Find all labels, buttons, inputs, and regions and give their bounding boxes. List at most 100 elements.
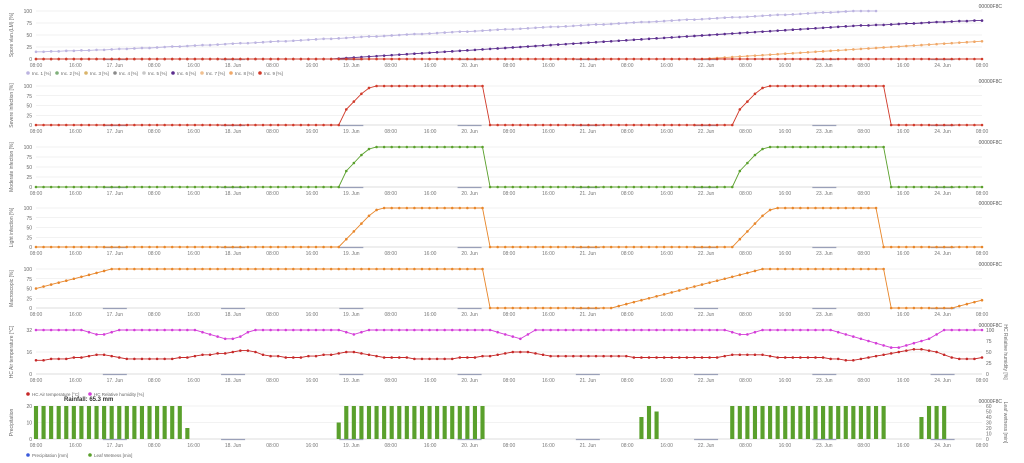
- data-point: [715, 279, 719, 283]
- data-point: [609, 185, 613, 189]
- data-point: [609, 306, 613, 310]
- y-right-tick-label: 25: [986, 361, 992, 367]
- legend-item[interactable]: Inc. 7 [%]: [200, 71, 225, 76]
- legend-item[interactable]: Inc. 4 [%]: [113, 71, 138, 76]
- data-point: [541, 44, 545, 47]
- data-point: [655, 123, 658, 127]
- chart-corner-label: 00000F8C: [979, 140, 1003, 146]
- data-point: [382, 57, 386, 61]
- data-point: [367, 353, 371, 357]
- data-point: [367, 57, 371, 61]
- x-tick-label: 08:00: [976, 129, 989, 135]
- data-point: [534, 328, 537, 332]
- x-tick-label: 21. Jun: [580, 63, 597, 69]
- data-point: [662, 293, 666, 296]
- data-point: [216, 185, 219, 189]
- data-point: [587, 354, 590, 358]
- data-point: [246, 185, 250, 189]
- legend-item[interactable]: HC Relative humidity [%]: [88, 392, 144, 397]
- data-point: [753, 222, 757, 225]
- x-tick-label: 20. Jun: [461, 191, 478, 197]
- bar: [344, 406, 349, 439]
- data-point: [352, 36, 356, 39]
- data-point: [201, 57, 204, 61]
- data-point: [715, 16, 719, 20]
- x-tick-label: 20. Jun: [461, 129, 478, 135]
- data-point: [231, 42, 235, 45]
- data-point: [405, 267, 409, 271]
- y-tick-label: 25: [26, 45, 32, 51]
- x-tick-label: 16:00: [306, 378, 319, 384]
- data-point: [572, 328, 575, 332]
- data-point: [450, 328, 454, 332]
- data-point: [140, 357, 144, 361]
- data-point: [450, 357, 454, 361]
- legend-label: Inc. 1 [%]: [32, 71, 51, 76]
- y-axis-label: Light infection [%]: [9, 207, 15, 247]
- bar: [177, 406, 182, 439]
- data-point: [216, 123, 219, 127]
- bar: [828, 406, 833, 439]
- data-point: [375, 208, 378, 212]
- bar: [351, 406, 356, 439]
- data-point: [496, 28, 499, 32]
- legend-item[interactable]: Inc. 5 [%]: [142, 71, 167, 76]
- data-point: [186, 123, 189, 127]
- x-tick-label: 08:00: [384, 191, 397, 197]
- x-tick-label: 08:00: [384, 378, 397, 384]
- bar: [419, 406, 425, 439]
- data-point: [57, 281, 61, 284]
- data-point: [957, 185, 961, 189]
- x-tick-label: 08:00: [857, 129, 870, 135]
- data-point: [458, 57, 462, 61]
- data-point: [375, 57, 378, 61]
- legend-item[interactable]: Inc. 6 [%]: [171, 71, 196, 76]
- data-point: [443, 206, 446, 210]
- legend-marker: [142, 71, 146, 75]
- x-tick-label: 16:00: [897, 443, 910, 449]
- data-point: [87, 185, 91, 189]
- x-tick-label: 16:00: [187, 191, 200, 197]
- series-light-0: [34, 206, 984, 249]
- data-point: [458, 30, 462, 33]
- data-point: [170, 123, 174, 127]
- y-tick-label: 50: [26, 287, 32, 293]
- data-point: [314, 245, 318, 249]
- y-tick-label: 50: [26, 165, 32, 171]
- x-tick-label: 16:00: [897, 63, 910, 69]
- data-point: [216, 352, 219, 355]
- legend-label: HC Relative humidity [%]: [94, 392, 144, 397]
- x-tick-label: 16:00: [779, 378, 792, 384]
- x-tick-label: 20. Jun: [461, 63, 478, 69]
- data-point: [882, 344, 885, 347]
- data-point: [867, 145, 870, 149]
- data-point: [806, 206, 810, 210]
- data-point: [602, 306, 605, 310]
- data-point: [193, 44, 197, 47]
- data-point: [208, 43, 212, 47]
- x-tick-label: 08:00: [621, 129, 634, 135]
- data-point: [186, 267, 189, 271]
- data-point: [852, 145, 855, 149]
- data-point: [72, 356, 76, 359]
- legend-item[interactable]: HC Air temperature [°C]: [26, 392, 79, 397]
- legend-item[interactable]: Inc. 9 [%]: [258, 71, 283, 76]
- data-point: [912, 245, 916, 249]
- data-point: [284, 267, 288, 271]
- legend-item[interactable]: Leaf Wetness [min]: [88, 453, 132, 458]
- data-point: [662, 19, 666, 23]
- data-point: [708, 33, 711, 37]
- legend-item[interactable]: Inc. 3 [%]: [84, 71, 109, 76]
- data-point: [572, 245, 575, 249]
- legend-item[interactable]: Inc. 1 [%]: [26, 71, 51, 76]
- legend-item[interactable]: Inc. 8 [%]: [229, 71, 254, 76]
- data-point: [481, 206, 484, 210]
- data-point: [503, 333, 507, 336]
- legend-marker: [26, 453, 30, 457]
- data-point: [799, 12, 802, 16]
- legend-item[interactable]: Inc. 2 [%]: [55, 71, 80, 76]
- data-point: [905, 306, 908, 310]
- data-point: [496, 330, 499, 334]
- bar: [851, 406, 856, 439]
- legend-item[interactable]: Precipitation [mm]: [26, 453, 68, 458]
